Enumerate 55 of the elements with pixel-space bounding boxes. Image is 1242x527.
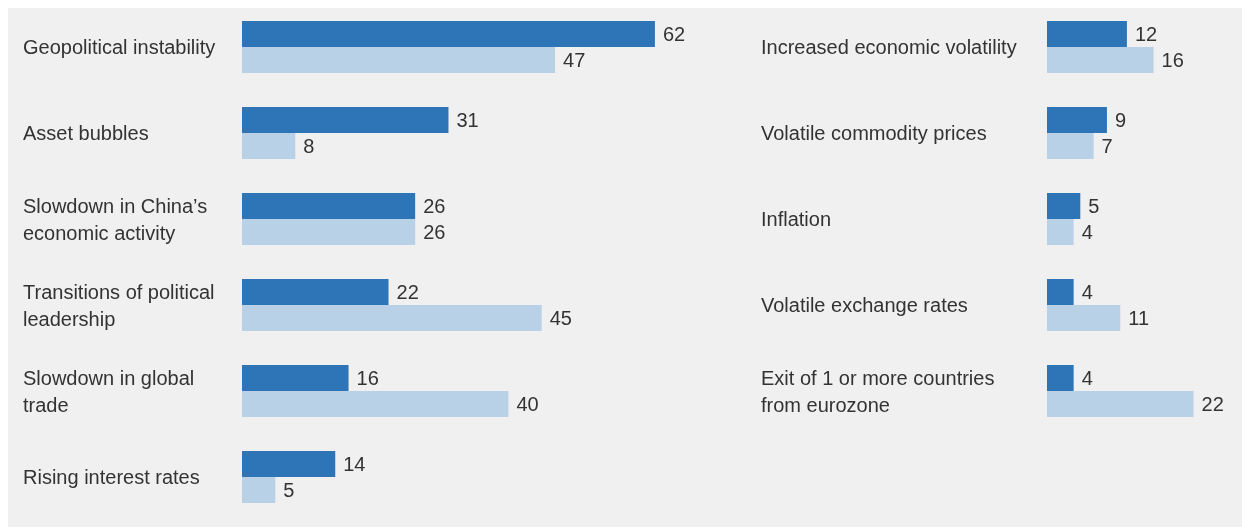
data-label: 31 — [456, 109, 479, 131]
bar — [1047, 107, 1107, 133]
bar — [1047, 21, 1127, 47]
data-label: 4 — [1081, 367, 1093, 389]
data-label: 9 — [1114, 109, 1127, 131]
bar — [1047, 305, 1121, 331]
bar — [242, 279, 389, 305]
y-tick-label: Slowdown in China’s economic activity — [23, 194, 208, 244]
y-tick-label: Transitions of political leadership — [23, 280, 215, 330]
y-tick-label: Asset bubbles — [23, 122, 149, 144]
data-label: 26 — [423, 221, 446, 243]
y-tick-label: Inflation — [761, 208, 832, 230]
data-label: 7 — [1101, 135, 1113, 157]
data-label: 40 — [516, 393, 539, 415]
data-label: 4 — [1081, 281, 1093, 303]
y-tick-label: Exit of 1 or more countries from eurozone — [761, 366, 995, 416]
y-tick-label: Rising interest rates — [23, 466, 200, 488]
y-tick-label: Volatile commodity prices — [761, 122, 987, 144]
data-label: 14 — [343, 453, 366, 475]
bar — [242, 305, 542, 331]
bar — [242, 219, 416, 245]
data-label: 12 — [1134, 23, 1158, 45]
bar — [1047, 47, 1154, 73]
data-label: 5 — [1088, 195, 1100, 217]
bar — [242, 477, 276, 503]
bar — [242, 107, 449, 133]
y-tick-label: Increased economic volatility — [761, 36, 1017, 58]
bar — [242, 451, 336, 477]
data-label: 8 — [303, 135, 315, 157]
data-label: 22 — [396, 281, 419, 303]
bar — [1047, 391, 1194, 417]
data-label: 16 — [356, 367, 379, 389]
bar — [242, 365, 349, 391]
data-label: 26 — [423, 195, 446, 217]
data-label: 16 — [1161, 49, 1184, 71]
data-label: 45 — [549, 307, 572, 329]
bar — [242, 47, 556, 73]
data-label: 11 — [1128, 307, 1150, 329]
bar — [242, 193, 416, 219]
data-label: 62 — [662, 23, 686, 45]
data-label: 5 — [283, 479, 295, 501]
data-label: 4 — [1081, 221, 1093, 243]
bar — [242, 21, 655, 47]
data-label: 22 — [1201, 393, 1224, 415]
bar — [1047, 219, 1074, 245]
y-tick-label: Geopolitical instability — [23, 36, 216, 58]
bar — [1047, 133, 1094, 159]
bar — [242, 391, 509, 417]
y-tick-label: Slowdown in global trade — [23, 366, 195, 416]
bar — [1047, 365, 1074, 391]
bar — [1047, 193, 1081, 219]
data-label: 47 — [563, 49, 586, 71]
y-tick-label: Volatile exchange rates — [761, 294, 968, 316]
bar — [242, 133, 296, 159]
bar — [1047, 279, 1074, 305]
